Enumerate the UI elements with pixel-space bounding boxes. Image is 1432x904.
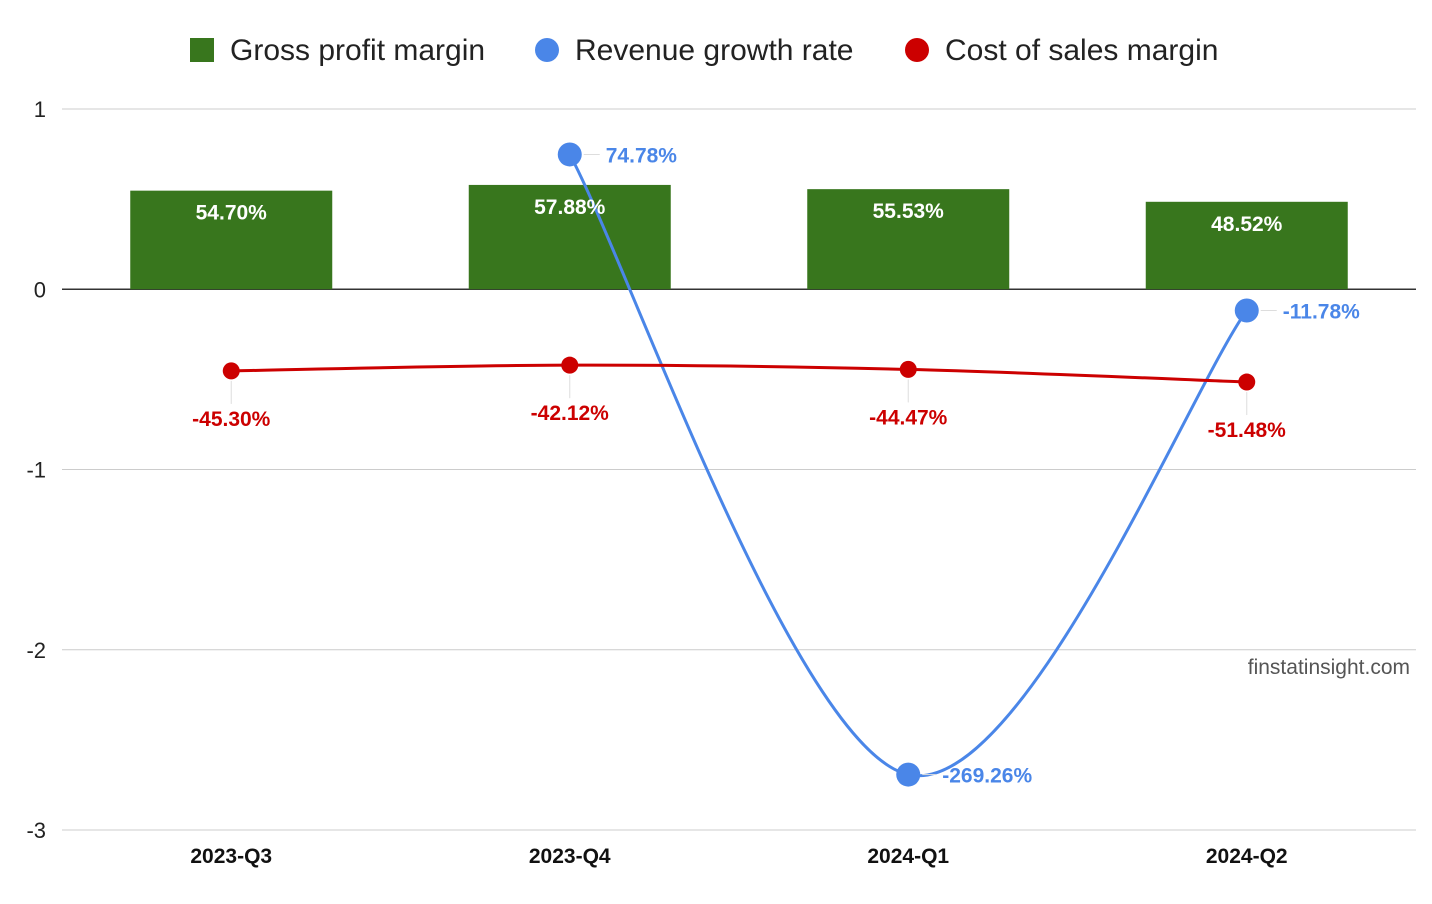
bar-gross-profit-margin [1145,201,1348,290]
y-tick-label: -3 [26,818,46,843]
labels: 54.70% 57.88% 55.53% 48.52% 74.78% -269.26% -1… [192,144,1360,787]
point-cost-of-sales-margin [561,356,579,374]
point-cost-of-sales-margin [899,360,917,378]
bar-data-label: 54.70% [196,202,268,225]
bar-data-label: 48.52% [1211,213,1283,236]
x-tick-label: 2023-Q3 [190,845,272,868]
lines [222,142,1259,787]
bar-gross-profit-margin [130,190,333,290]
legend-item: Cost of sales margin [905,34,1218,67]
y-tick-label: 0 [34,277,46,302]
line-data-label: -45.30% [192,408,271,431]
line-data-label: -11.78% [1283,300,1360,323]
line-data-label: -44.47% [869,406,948,429]
legend-item: Gross profit margin [190,34,485,67]
bar-data-label: 57.88% [534,196,606,219]
legend-label: Cost of sales margin [945,34,1218,67]
bar-gross-profit-margin [468,184,671,290]
point-revenue-growth-rate [557,142,582,167]
legend-swatch [190,38,214,62]
y-axis: 1 0 -1 -2 -3 [26,97,46,843]
point-cost-of-sales-margin [222,362,240,380]
bars [130,184,1348,290]
bar-data-label: 55.53% [873,200,945,223]
bar-gross-profit-margin [807,189,1010,290]
y-tick-label: -1 [26,458,46,483]
legend-swatch [905,38,929,62]
point-revenue-growth-rate [1234,298,1259,323]
x-tick-label: 2023-Q4 [529,845,611,868]
y-tick-label: -2 [26,638,46,663]
x-axis: 2023-Q3 2023-Q4 2024-Q1 2024-Q2 [190,845,1287,868]
line-cost-of-sales-margin [231,363,1247,384]
legend-swatch [535,38,559,62]
line-data-label: -269.26% [942,765,1032,788]
point-revenue-growth-rate [896,762,921,787]
line-data-label: 74.78% [606,144,678,167]
x-tick-label: 2024-Q2 [1206,845,1288,868]
watermark: finstatinsight.com [1248,656,1410,679]
legend-label: Gross profit margin [230,34,485,67]
y-tick-label: 1 [34,97,46,122]
x-tick-label: 2024-Q1 [867,845,949,868]
point-cost-of-sales-margin [1238,373,1256,391]
legend-item: Revenue growth rate [535,34,854,67]
line-data-label: -51.48% [1208,419,1287,442]
legend: Gross profit margin Revenue growth rate Co… [190,34,1218,67]
legend-label: Revenue growth rate [575,34,854,67]
line-data-label: -42.12% [531,402,610,425]
